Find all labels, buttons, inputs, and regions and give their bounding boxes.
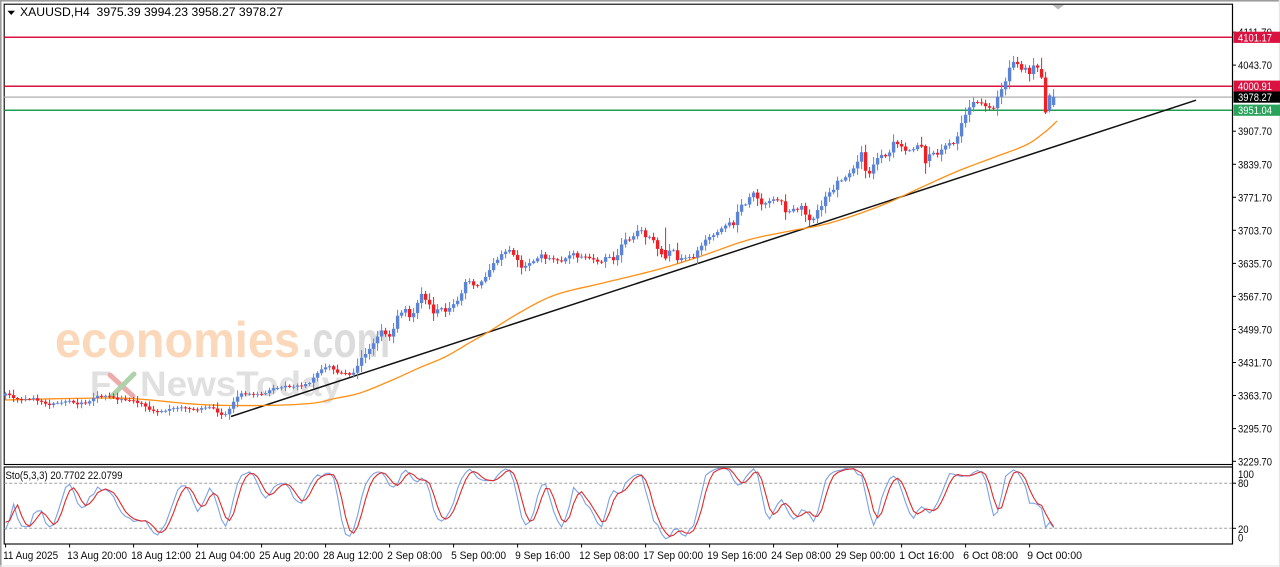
svg-text:3229.70: 3229.70 bbox=[1238, 456, 1272, 468]
svg-text:21 Aug 04:00: 21 Aug 04:00 bbox=[195, 550, 255, 562]
svg-text:3567.70: 3567.70 bbox=[1238, 291, 1272, 303]
svg-text:20: 20 bbox=[1238, 524, 1249, 536]
svg-text:economies: economies bbox=[55, 312, 300, 368]
svg-text:3951.04: 3951.04 bbox=[1238, 105, 1272, 117]
svg-text:3771.70: 3771.70 bbox=[1238, 192, 1272, 204]
svg-text:4043.70: 4043.70 bbox=[1238, 60, 1272, 72]
svg-text:3703.70: 3703.70 bbox=[1238, 225, 1272, 237]
svg-text:4000.91: 4000.91 bbox=[1238, 81, 1272, 93]
svg-text:4101.17: 4101.17 bbox=[1238, 32, 1272, 44]
svg-text:100: 100 bbox=[1238, 469, 1254, 481]
svg-text:0: 0 bbox=[1238, 532, 1243, 544]
svg-text:24 Sep 08:00: 24 Sep 08:00 bbox=[771, 550, 831, 562]
svg-text:1 Oct 16:00: 1 Oct 16:00 bbox=[899, 550, 954, 562]
svg-text:2 Sep 08:00: 2 Sep 08:00 bbox=[387, 550, 442, 562]
svg-text:3839.70: 3839.70 bbox=[1238, 159, 1272, 171]
svg-text:Sto(5,3,3) 20.7702 22.0799: Sto(5,3,3) 20.7702 22.0799 bbox=[6, 470, 123, 482]
svg-text:XAUUSD,H4 3975.39 3994.23 395: XAUUSD,H4 3975.39 3994.23 3958.27 3978.2… bbox=[20, 5, 283, 19]
svg-text:29 Sep 00:00: 29 Sep 00:00 bbox=[835, 550, 895, 562]
svg-text:17 Sep 00:00: 17 Sep 00:00 bbox=[643, 550, 703, 562]
svg-text:12 Sep 08:00: 12 Sep 08:00 bbox=[579, 550, 639, 562]
svg-text:11 Aug 2025: 11 Aug 2025 bbox=[3, 550, 58, 562]
svg-text:F: F bbox=[90, 365, 111, 404]
svg-text:9 Oct 00:00: 9 Oct 00:00 bbox=[1027, 550, 1082, 562]
svg-text:3363.70: 3363.70 bbox=[1238, 391, 1272, 403]
svg-text:5 Sep 00:00: 5 Sep 00:00 bbox=[451, 550, 506, 562]
svg-text:28 Aug 12:00: 28 Aug 12:00 bbox=[323, 550, 383, 562]
svg-text:80: 80 bbox=[1238, 478, 1249, 490]
svg-text:.com: .com bbox=[302, 312, 390, 368]
svg-text:9 Sep 16:00: 9 Sep 16:00 bbox=[515, 550, 570, 562]
svg-text:3499.70: 3499.70 bbox=[1238, 325, 1272, 337]
svg-text:3431.70: 3431.70 bbox=[1238, 358, 1272, 370]
svg-text:18 Aug 12:00: 18 Aug 12:00 bbox=[131, 550, 191, 562]
svg-text:3295.70: 3295.70 bbox=[1238, 424, 1272, 436]
svg-text:3907.70: 3907.70 bbox=[1238, 126, 1272, 138]
svg-text:13 Aug 20:00: 13 Aug 20:00 bbox=[67, 550, 127, 562]
svg-text:3635.70: 3635.70 bbox=[1238, 258, 1272, 270]
svg-text:3978.27: 3978.27 bbox=[1238, 92, 1272, 104]
svg-text:6 Oct 08:00: 6 Oct 08:00 bbox=[963, 550, 1018, 562]
svg-text:19 Sep 16:00: 19 Sep 16:00 bbox=[707, 550, 767, 562]
svg-text:25 Aug 20:00: 25 Aug 20:00 bbox=[259, 550, 319, 562]
